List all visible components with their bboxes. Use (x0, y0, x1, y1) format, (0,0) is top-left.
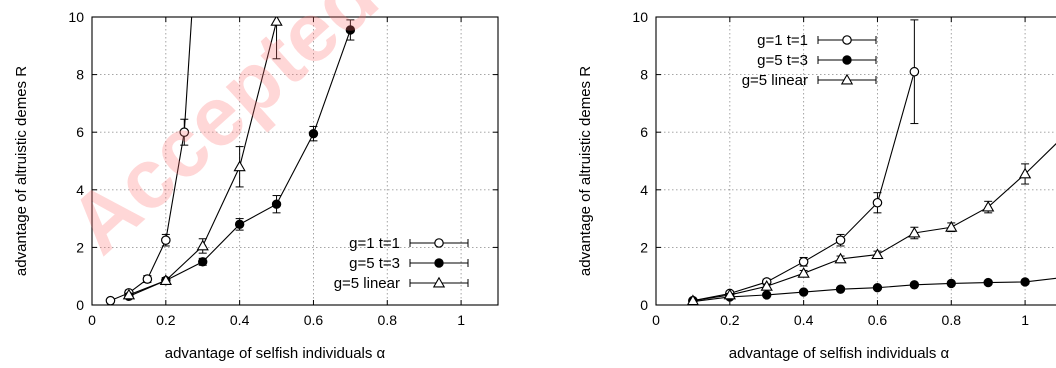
plot-frame (91, 16, 499, 306)
y-tick-label: 8 (76, 67, 84, 83)
data-point (797, 267, 810, 278)
y-tick-label: 0 (640, 297, 648, 313)
legend-label: g=5 linear (742, 72, 808, 89)
data-point (686, 294, 699, 305)
data-point (196, 239, 209, 251)
x-tick-label: 0.4 (794, 312, 814, 328)
x-tick-label: 0.8 (378, 312, 398, 328)
data-point (762, 290, 772, 300)
legend: g=1 t=1 g=5 t=3 g=5 linear (334, 235, 469, 292)
y-tick-label: 2 (640, 239, 648, 255)
legend-label: g=1 t=1 (757, 32, 808, 49)
y-tick-label: 2 (76, 239, 84, 255)
y-tick-label: 4 (640, 182, 648, 198)
data-point (835, 284, 846, 294)
watermark-text: Accepted (51, 0, 395, 271)
legend-label: g=5 linear (334, 275, 400, 292)
data-point (270, 17, 283, 26)
x-tick-label: 0.4 (230, 312, 250, 328)
data-point (834, 252, 847, 264)
data-point (872, 197, 883, 208)
data-point (908, 226, 921, 238)
data-point (105, 295, 116, 305)
x-axis-label: advantage of selfish individuals α (165, 345, 386, 362)
data-point (1020, 277, 1030, 287)
y-tick-label: 10 (632, 9, 648, 25)
legend-marker (840, 73, 854, 85)
y-axis-label: advantage of altruistic demes R (577, 66, 594, 276)
data-point (233, 160, 246, 172)
data-point (871, 248, 884, 260)
x-tick-label: 0 (88, 312, 96, 328)
x-tick-label: 0.6 (868, 312, 888, 328)
legend-marker (434, 238, 444, 248)
data-point (122, 288, 136, 300)
y-tick-label: 8 (640, 67, 648, 83)
legend-marker (842, 55, 852, 65)
data-point (159, 274, 172, 285)
legend: g=1 t=1 g=5 t=3 g=5 linear (742, 32, 877, 89)
plot-area (686, 19, 1056, 305)
x-tick-label: 0.2 (720, 312, 740, 328)
y-tick-label: 0 (76, 297, 84, 313)
legend-label: g=5 t=3 (757, 52, 808, 69)
data-point (945, 220, 958, 232)
x-tick-label: 0.8 (942, 312, 962, 328)
x-axis-label: advantage of selfish individuals α (729, 345, 950, 362)
x-tick-label: 1 (1021, 312, 1029, 328)
legend-marker (432, 276, 446, 288)
data-point (198, 257, 208, 267)
data-point (1018, 167, 1032, 179)
legend-label: g=5 t=3 (349, 255, 400, 272)
data-point (909, 280, 920, 290)
legend-label: g=1 t=1 (349, 235, 400, 252)
x-tick-label: 0.6 (304, 312, 324, 328)
y-tick-label: 6 (76, 124, 84, 140)
series-2 (122, 17, 283, 300)
data-point (234, 219, 245, 230)
data-point (345, 25, 356, 35)
data-point (872, 283, 883, 293)
y-tick-label: 4 (76, 182, 84, 198)
data-point (982, 200, 995, 212)
x-tick-label: 0.2 (156, 312, 176, 328)
legend-marker (434, 258, 444, 268)
data-point (798, 287, 809, 297)
plot-area (105, 17, 356, 305)
data-point (983, 277, 993, 288)
y-tick-label: 10 (68, 9, 84, 25)
series-2 (686, 143, 1056, 305)
data-point (835, 235, 846, 245)
x-tick-label: 1 (457, 312, 465, 328)
data-point (161, 235, 171, 245)
legend-marker (842, 35, 852, 45)
data-point (946, 278, 956, 289)
data-point (798, 256, 809, 267)
data-point (723, 288, 736, 300)
x-tick-label: 0 (652, 312, 660, 328)
data-point (179, 127, 190, 137)
data-point (909, 66, 920, 77)
data-point (308, 128, 319, 139)
y-axis-label: advantage of altruistic demes R (13, 66, 30, 276)
series-line (692, 143, 1056, 302)
data-point (271, 199, 282, 209)
grid-lines (92, 16, 498, 305)
data-point (760, 279, 773, 291)
data-point (142, 274, 153, 284)
plot-frame (655, 16, 1056, 306)
y-tick-label: 6 (640, 124, 648, 140)
